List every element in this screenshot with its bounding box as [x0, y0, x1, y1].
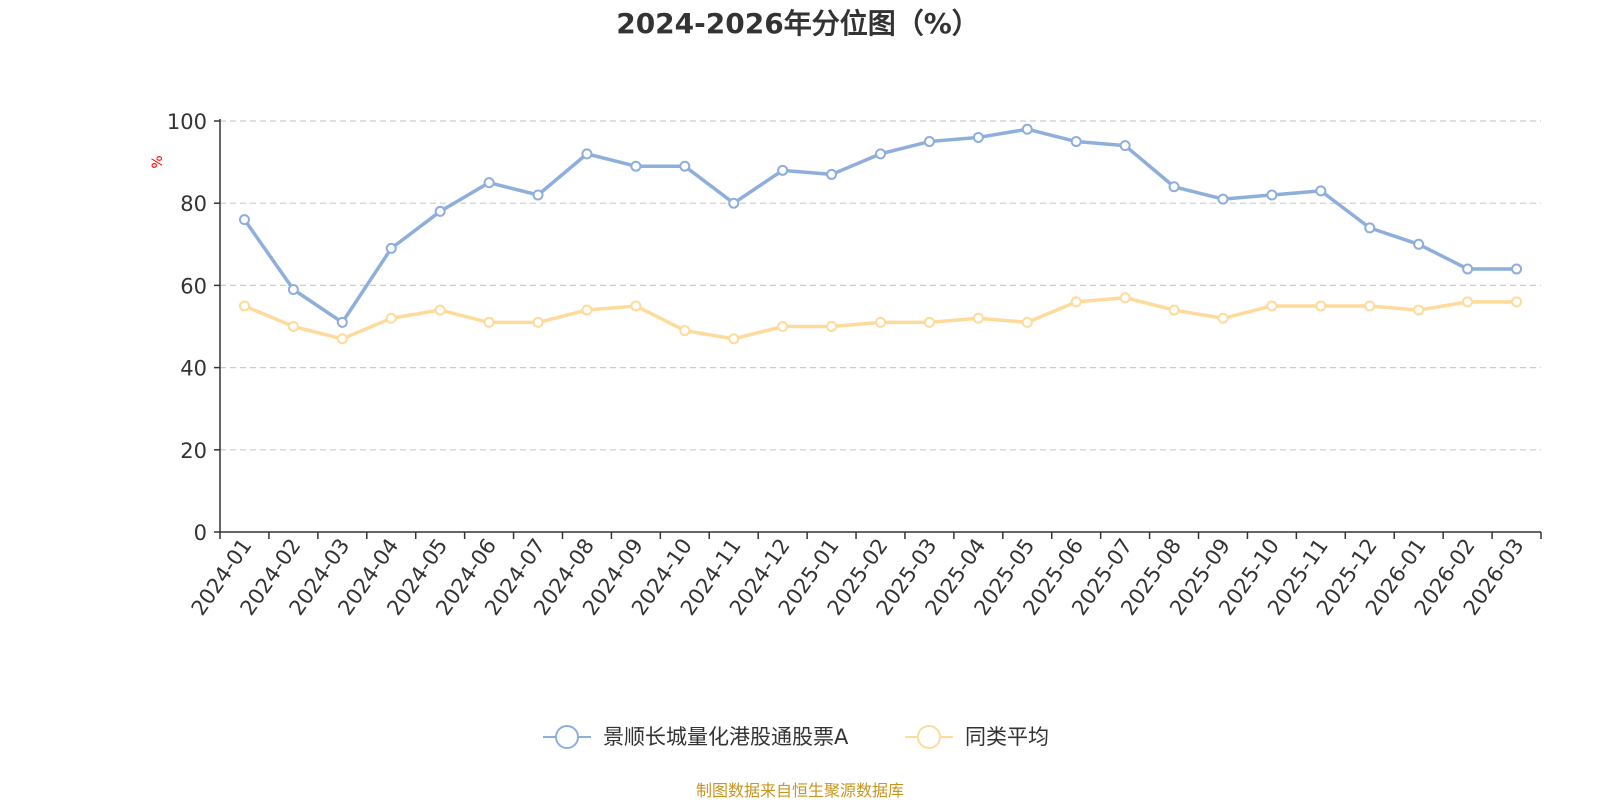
series-1-point-2025-08: [1168, 181, 1180, 193]
data-source-note: 制图数据来自恒生聚源数据库: [696, 781, 904, 800]
x-axis-ticks: 2024-012024-022024-032024-042024-052024-…: [187, 532, 1542, 620]
series-1-point-2024-05: [434, 205, 446, 217]
series-2-point-2024-05: [434, 304, 446, 316]
legend-item-series-2[interactable]: 同类平均: [905, 725, 1049, 749]
y-axis-unit-label: %: [150, 155, 166, 168]
series-1-point-2024-09: [630, 160, 642, 172]
series-1-point-2025-06: [1070, 136, 1082, 148]
series-1-point-2024-06: [483, 177, 495, 189]
y-tick-label-80: 80: [180, 192, 207, 216]
series-2-point-2025-07: [1119, 292, 1131, 304]
series-1-point-2026-01: [1413, 238, 1425, 250]
series-1-point-2026-03: [1511, 263, 1523, 275]
series-lines: [238, 123, 1523, 345]
series-2-point-2024-02: [287, 321, 299, 332]
series-2-point-2025-04: [972, 312, 984, 324]
series-1-point-2024-01: [238, 214, 250, 226]
series-2-point-2024-09: [630, 300, 642, 312]
series-2-point-2025-12: [1364, 300, 1376, 312]
series-1-point-2024-08: [581, 148, 593, 160]
series-1-point-2025-05: [1021, 123, 1033, 135]
series-2: [238, 292, 1523, 345]
series-2-point-2025-05: [1021, 316, 1033, 328]
y-tick-label-60: 60: [180, 274, 207, 298]
legend-series-2-marker: [917, 725, 941, 749]
series-2-point-2024-12: [777, 321, 789, 332]
series-2-point-2025-11: [1315, 300, 1327, 312]
series-1-point-2024-03: [336, 316, 348, 328]
legend-item-series-1[interactable]: 景顺长城量化港股通股票A: [543, 725, 849, 749]
series-2-point-2024-01: [238, 300, 250, 312]
series-1-point-2025-09: [1217, 193, 1229, 205]
series-2-point-2024-03: [336, 333, 348, 345]
series-1-point-2024-11: [728, 197, 740, 209]
chart-title: 2024-2026年分位图（%）: [616, 7, 980, 40]
series-1-point-2025-07: [1119, 140, 1131, 152]
series-1: [238, 123, 1523, 328]
series-2-point-2025-06: [1070, 296, 1082, 308]
y-tick-label-100: 100: [167, 110, 207, 134]
series-1-point-2024-07: [532, 189, 544, 201]
series-2-point-2025-08: [1168, 304, 1180, 316]
series-2-point-2025-01: [826, 321, 838, 332]
series-2-point-2024-04: [385, 312, 397, 324]
legend-series-2-label: 同类平均: [965, 725, 1049, 749]
legend[interactable]: 景顺长城量化港股通股票A 同类平均: [543, 725, 1049, 749]
y-axis-ticks: 0 20 40 60 80 100: [167, 110, 220, 545]
series-1-point-2025-12: [1364, 222, 1376, 234]
series-2-point-2026-02: [1462, 296, 1474, 308]
series-1-point-2025-11: [1315, 185, 1327, 197]
series-1-point-2024-10: [679, 160, 691, 172]
series-2-point-2025-03: [923, 316, 935, 328]
y-tick-label-20: 20: [180, 439, 207, 463]
grid-lines: [220, 120, 1541, 451]
series-2-point-2025-10: [1266, 300, 1278, 312]
series-2-point-2026-01: [1413, 304, 1425, 316]
series-1-point-2025-02: [875, 148, 886, 160]
legend-series-1-marker: [555, 725, 579, 749]
series-2-point-2025-09: [1217, 312, 1229, 324]
axes: [219, 119, 1541, 533]
series-2-point-2025-02: [875, 316, 886, 328]
y-tick-label-0: 0: [194, 521, 207, 545]
legend-series-1-label: 景顺长城量化港股通股票A: [603, 725, 849, 749]
series-1-point-2024-02: [287, 284, 299, 296]
series-1-point-2024-12: [777, 164, 789, 176]
series-1-point-2025-10: [1266, 189, 1278, 201]
series-2-point-2024-10: [679, 325, 691, 337]
series-1-point-2025-01: [826, 168, 838, 180]
series-1-point-2024-04: [385, 242, 397, 254]
series-1-point-2025-04: [972, 131, 984, 143]
series-1-point-2026-02: [1462, 263, 1474, 275]
y-tick-label-40: 40: [180, 357, 207, 381]
series-2-point-2024-07: [532, 316, 544, 328]
series-1-point-2025-03: [923, 136, 935, 148]
series-2-point-2024-11: [728, 333, 740, 345]
series-2-point-2026-03: [1511, 296, 1523, 308]
series-2-point-2024-06: [483, 316, 495, 328]
series-2-point-2024-08: [581, 304, 593, 316]
